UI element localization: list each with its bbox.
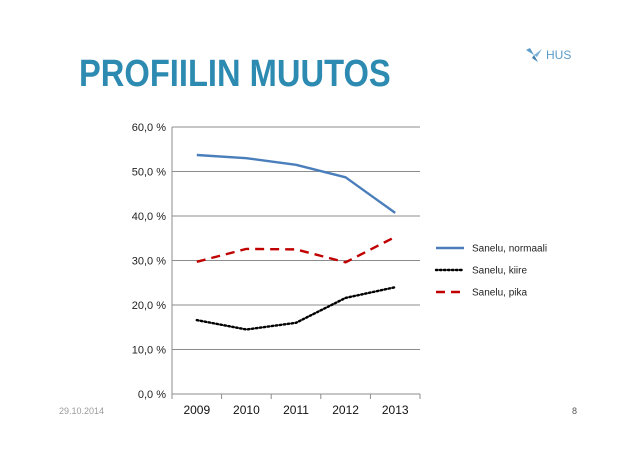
y-tick-label: 60,0 % [132,122,166,134]
y-tick-label: 20,0 % [132,300,166,312]
legend: Sanelu, normaali Sanelu, kiire Sanelu, pik… [434,244,547,299]
legend-label: Sanelu, kiire [472,266,527,277]
legend-label: Sanelu, normaali [472,244,547,255]
series-line-1 [195,286,397,331]
logo-text: HUS [546,48,572,62]
series-line-0 [196,153,396,214]
y-tick-label: 10,0 % [132,345,166,357]
y-tick-label: 40,0 % [132,211,166,223]
footer-date: 29.10.2014 [59,406,105,416]
x-tick-label: 2010 [233,403,260,417]
y-tick-label: 0,0 % [138,389,166,401]
x-tick-label: 2009 [183,403,210,417]
page-number: 8 [572,406,578,416]
hus-bird-icon [526,48,542,62]
axis-layer: 0,0 % 10,0 % 20,0 % 30,0 % 40,0 % 50,0 % 60,0 … [132,122,421,417]
y-tick-label: 50,0 % [132,167,166,179]
x-tick-label: 2011 [283,403,309,417]
series-layer [195,153,397,331]
y-tick-label: 30,0 % [132,256,166,268]
series-line-2 [196,235,396,264]
hus-logo: HUS [524,44,571,66]
legend-label: Sanelu, pika [472,288,527,299]
x-tick-label: 2013 [382,403,409,417]
x-tick-label: 2012 [332,403,359,417]
grid-layer [172,126,420,395]
slide-title: PROFIILIN MUUTOS [79,53,391,95]
